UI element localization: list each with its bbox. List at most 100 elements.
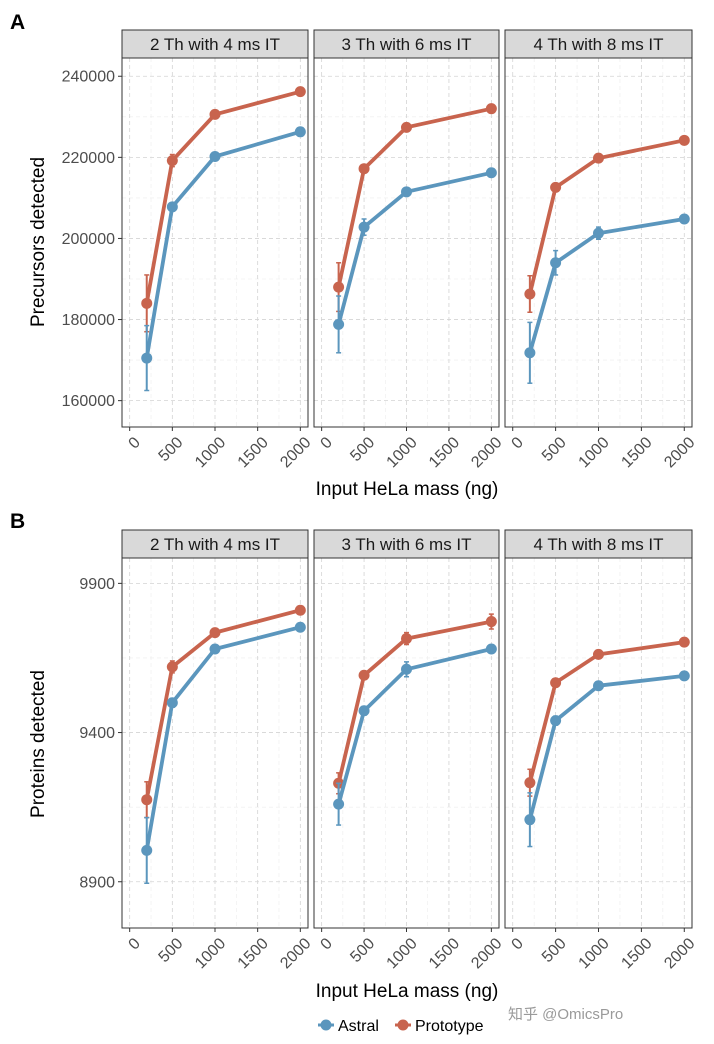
data-point (209, 151, 221, 163)
data-point (485, 167, 497, 179)
y-tick-label: 220000 (62, 150, 115, 167)
series-astral (141, 126, 306, 392)
series-prototype (141, 604, 306, 819)
data-point (678, 636, 690, 648)
data-point (294, 126, 306, 138)
data-point (294, 604, 306, 616)
data-point (550, 181, 562, 193)
x-tick-label: 0 (318, 935, 336, 953)
facet-title: 2 Th with 4 ms IT (150, 535, 280, 554)
y-axis-title: Precursors detected (28, 157, 49, 327)
y-tick-label: 9400 (79, 725, 115, 742)
y-tick-label: 8900 (79, 874, 115, 891)
data-point (333, 798, 345, 810)
series-prototype (524, 636, 690, 797)
x-tick-label: 1500 (426, 434, 463, 471)
x-tick-label: 1500 (618, 434, 655, 471)
x-tick-label: 0 (126, 434, 144, 452)
data-point (524, 288, 536, 300)
data-point (550, 715, 562, 727)
data-point (401, 121, 412, 133)
data-point (401, 633, 412, 645)
series-astral (524, 213, 690, 384)
facet-title: 2 Th with 4 ms IT (150, 35, 280, 54)
x-tick-label: 500 (539, 935, 570, 966)
data-point (485, 643, 497, 655)
data-point (333, 281, 345, 293)
x-tick-label: 500 (156, 935, 187, 966)
x-axis-title: Input HeLa mass (ng) (316, 479, 499, 500)
data-point (485, 616, 497, 628)
facet-1: 2 Th with 4 ms IT 0 500 1000 1500 2000 (121, 529, 315, 972)
x-tick-label: 2000 (661, 434, 698, 471)
series-astral (333, 643, 497, 826)
x-tick-label: 1000 (383, 935, 420, 972)
facet-title: 3 Th with 6 ms IT (341, 35, 471, 54)
data-point (678, 670, 690, 682)
series-astral (524, 670, 690, 848)
facet-strip (504, 529, 693, 559)
series-line (528, 138, 687, 296)
watermark-text: 知乎 @OmicsPro (508, 1006, 623, 1023)
data-point (294, 86, 306, 98)
data-point (358, 705, 370, 717)
x-tick-label: 0 (318, 434, 336, 452)
panel-label: A (10, 11, 25, 34)
data-point (678, 213, 690, 225)
legend-label-astral: Astral (338, 1018, 379, 1035)
data-point (593, 680, 604, 692)
series-line (336, 106, 494, 290)
data-point (166, 155, 178, 167)
panel-label: B (10, 510, 25, 533)
data-point (593, 227, 604, 239)
series-astral (333, 167, 497, 354)
data-point (166, 661, 178, 673)
facet-title: 4 Th with 8 ms IT (533, 535, 663, 554)
y-tick-label: 160000 (62, 393, 115, 410)
series-astral (141, 621, 306, 884)
facet-title: 4 Th with 8 ms IT (533, 35, 663, 54)
series-line (144, 89, 303, 306)
facet-strip (121, 529, 309, 559)
x-tick-label: 0 (509, 935, 527, 953)
series-line (144, 129, 303, 361)
series-line (144, 625, 303, 853)
data-point (209, 643, 221, 655)
series-line (336, 647, 494, 807)
x-tick-label: 500 (156, 434, 187, 465)
data-point (141, 297, 153, 309)
data-point (401, 186, 412, 198)
data-point (593, 152, 604, 164)
data-point (401, 663, 412, 675)
y-tick-label: 180000 (62, 312, 115, 329)
facet-3: 4 Th with 8 ms IT 0 500 1000 1500 2000 (504, 29, 699, 471)
x-tick-label: 2000 (661, 935, 698, 972)
data-point (358, 163, 370, 175)
series-line (336, 619, 494, 786)
y-axis-title: Proteins detected (28, 670, 49, 818)
facet-strip (504, 29, 693, 59)
data-point (209, 627, 221, 639)
data-point (166, 201, 178, 213)
data-point (678, 134, 690, 146)
x-tick-label: 2000 (277, 935, 314, 972)
x-tick-label: 1500 (235, 434, 272, 471)
data-point (294, 621, 306, 633)
facet-strip (121, 29, 309, 59)
data-point (524, 814, 536, 826)
x-tick-label: 2000 (468, 935, 505, 972)
data-point (141, 794, 153, 806)
data-point (485, 103, 497, 115)
x-tick-label: 0 (509, 434, 527, 452)
series-line (144, 608, 303, 802)
x-tick-label: 1000 (192, 434, 229, 471)
facet-title: 3 Th with 6 ms IT (341, 535, 471, 554)
x-tick-label: 2000 (468, 434, 505, 471)
data-point (358, 669, 370, 681)
facet-3: 4 Th with 8 ms IT 0 500 1000 1500 2000 (504, 529, 699, 972)
x-axis-title: Input HeLa mass (ng) (316, 981, 499, 1002)
data-point (141, 844, 153, 856)
legend-key-prototype (397, 1019, 409, 1031)
facet-strip (313, 29, 500, 59)
